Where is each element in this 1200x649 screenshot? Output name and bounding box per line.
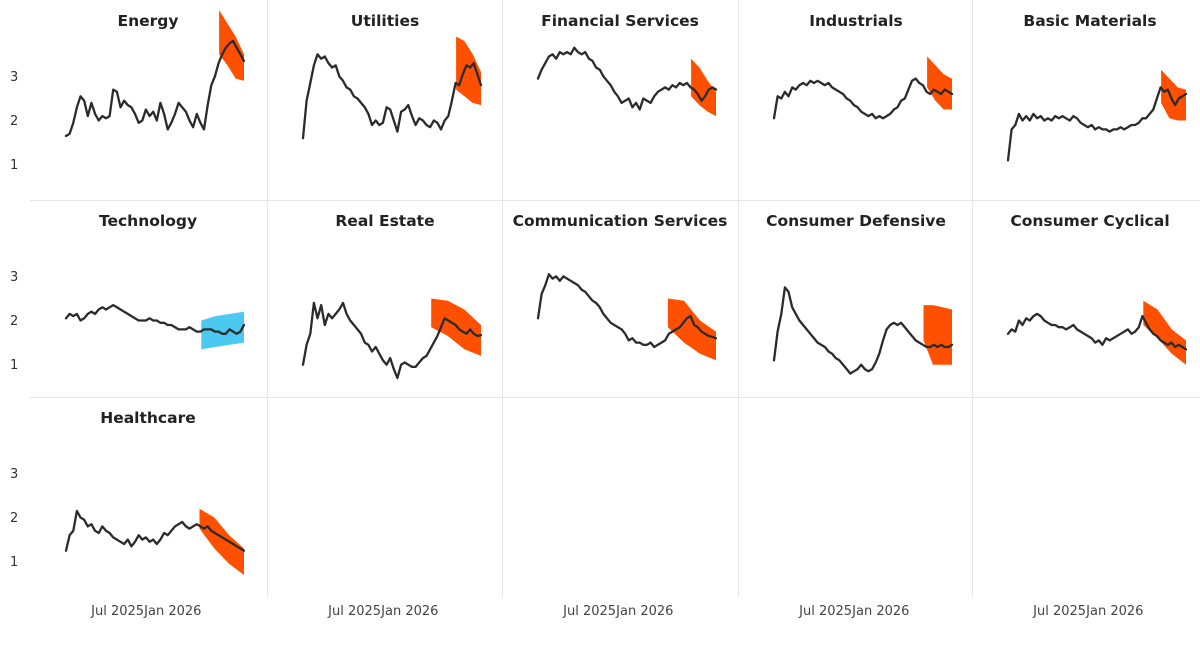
- series-line: [1006, 312, 1188, 351]
- series-line: [772, 286, 954, 375]
- panel-technology: Technology 1 2 3: [10, 200, 266, 397]
- y-tick-label: 1: [10, 157, 19, 173]
- series-line: [536, 273, 718, 349]
- forecast-band-down: [923, 305, 952, 365]
- x-tick-label: Jul 2025: [799, 604, 853, 619]
- panel-plot: [64, 303, 246, 350]
- series-line: [64, 39, 246, 138]
- panel-financial-services: Financial Services: [502, 0, 738, 197]
- panel-plot: [301, 298, 483, 380]
- forecast-band-down: [456, 36, 481, 106]
- panel-healthcare: Healthcare 1 2 3: [10, 397, 266, 594]
- grid-separator-horizontal: [30, 397, 1200, 398]
- y-tick-label: 1: [10, 554, 19, 570]
- panel-plot: [772, 56, 954, 120]
- grid-separator-horizontal: [30, 200, 1200, 201]
- x-tick-label: Jul 2025: [91, 604, 145, 619]
- panel-plot: [536, 273, 718, 361]
- panel-plot: [64, 10, 246, 138]
- panel-title: Consumer Cyclical: [1010, 212, 1170, 230]
- y-tick-label: 3: [10, 466, 19, 482]
- panel-title: Technology: [98, 212, 198, 230]
- forecast-band-down: [199, 508, 244, 575]
- forecast-band-up: [201, 311, 244, 350]
- grid-separator-vertical: [972, 0, 973, 597]
- panel-plot: [772, 286, 954, 375]
- panel-consumer-cyclical: Consumer Cyclical: [972, 200, 1200, 397]
- panel-title: Consumer Defensive: [766, 212, 946, 230]
- panel-title: Communication Services: [512, 212, 728, 230]
- panel-plot: [301, 36, 483, 140]
- panel-plot: [1006, 69, 1188, 162]
- panel-basic-materials: Basic Materials: [972, 0, 1200, 197]
- panel-title: Real Estate: [335, 212, 435, 230]
- grid-separator-vertical: [267, 0, 268, 597]
- series-line: [64, 509, 246, 552]
- x-tick-label: Jan 2026: [381, 604, 439, 619]
- grid-separator-vertical: [502, 0, 503, 597]
- series-line: [1006, 86, 1188, 162]
- x-tick-label: Jul 2025: [328, 604, 382, 619]
- panel-energy: Energy 1 2 3: [10, 0, 266, 197]
- x-tick-label: Jan 2026: [144, 604, 202, 619]
- x-tick-label: Jan 2026: [852, 604, 910, 619]
- grid-separator-vertical: [738, 0, 739, 597]
- y-tick-label: 2: [10, 113, 19, 129]
- panel-plot: [64, 508, 246, 575]
- x-tick-label: Jan 2026: [616, 604, 674, 619]
- y-tick-label: 3: [10, 69, 19, 85]
- panel-title: Healthcare: [100, 409, 196, 427]
- panel-title: Utilities: [350, 12, 420, 30]
- series-line: [64, 303, 246, 335]
- panel-industrials: Industrials: [738, 0, 974, 197]
- series-line: [772, 77, 954, 120]
- panel-title: Energy: [117, 12, 179, 30]
- series-line: [536, 46, 718, 111]
- x-tick-label: Jul 2025: [1033, 604, 1087, 619]
- panel-utilities: Utilities: [267, 0, 503, 197]
- forecast-band-down: [691, 58, 716, 117]
- panel-communication-services: Communication Services: [502, 200, 738, 397]
- panel-title: Industrials: [809, 12, 903, 30]
- forecast-band-down: [927, 56, 952, 110]
- y-tick-label: 2: [10, 313, 19, 329]
- x-tick-label: Jul 2025: [563, 604, 617, 619]
- panel-plot: [1006, 300, 1188, 365]
- forecast-band-down: [219, 10, 244, 81]
- panel-consumer-defensive: Consumer Defensive: [738, 200, 974, 397]
- series-line: [301, 53, 483, 140]
- forecast-band-down: [1161, 69, 1186, 121]
- y-tick-label: 3: [10, 269, 19, 285]
- x-tick-label: Jan 2026: [1086, 604, 1144, 619]
- forecast-band-down: [1143, 300, 1186, 365]
- panel-plot: [536, 46, 718, 117]
- series-line: [301, 301, 483, 380]
- forecast-band-down: [667, 298, 716, 361]
- panel-title: Financial Services: [541, 12, 699, 30]
- panel-title: Basic Materials: [1023, 12, 1157, 30]
- panel-real-estate: Real Estate: [267, 200, 503, 397]
- y-tick-label: 2: [10, 510, 19, 526]
- y-tick-label: 1: [10, 357, 19, 373]
